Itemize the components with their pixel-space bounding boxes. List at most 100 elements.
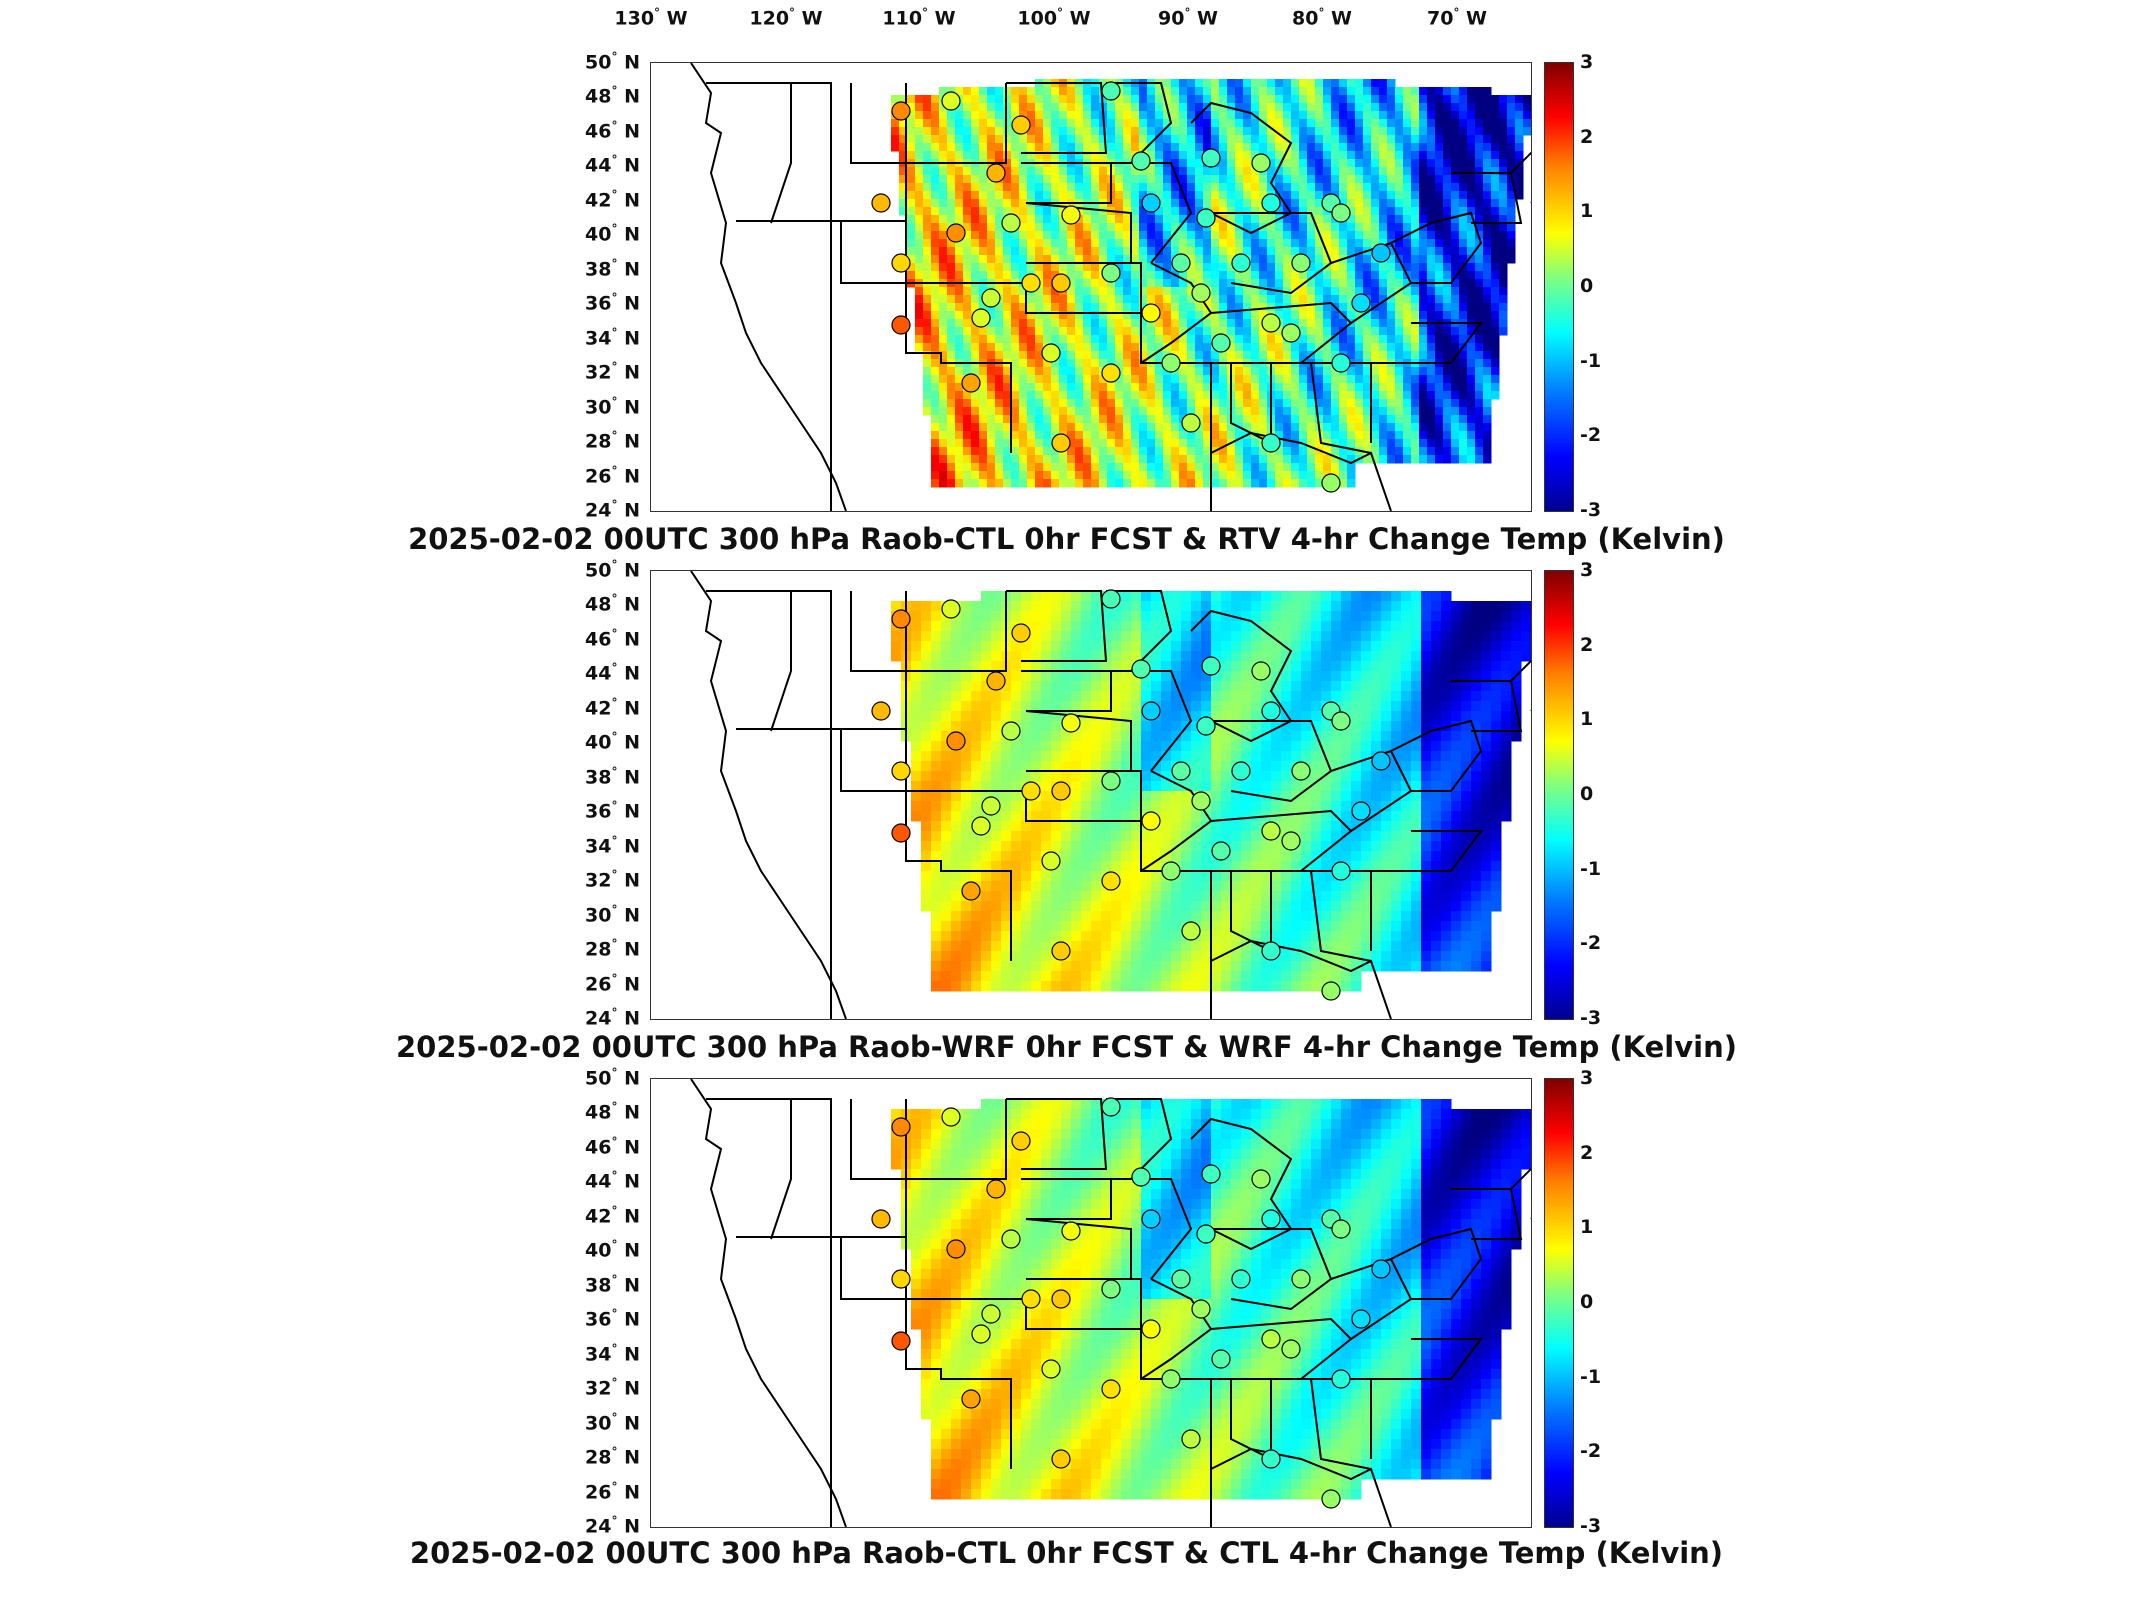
station-marker — [1331, 1369, 1351, 1389]
station-marker — [1201, 148, 1221, 168]
station-marker — [1371, 243, 1391, 263]
lat-tick-label: 40° N — [585, 730, 640, 754]
state-boundaries — [690, 1079, 1531, 1527]
station-marker — [1141, 1319, 1161, 1339]
station-marker — [1101, 1097, 1121, 1117]
station-marker — [1001, 721, 1021, 741]
station-marker — [1011, 1131, 1031, 1151]
station-marker — [891, 101, 911, 121]
station-marker — [941, 599, 961, 619]
station-marker — [1321, 1489, 1341, 1509]
lat-tick-label: 24° N — [585, 1006, 640, 1030]
station-marker — [1021, 273, 1041, 293]
colorbar-tick-label: 1 — [1580, 200, 1594, 223]
station-marker — [1101, 363, 1121, 383]
station-marker — [891, 761, 911, 781]
station-marker — [971, 816, 991, 836]
station-marker — [1211, 841, 1231, 861]
station-marker — [1131, 151, 1151, 171]
station-marker — [1281, 1339, 1301, 1359]
lat-tick-label: 24° N — [585, 498, 640, 522]
station-marker — [1051, 781, 1071, 801]
lat-tick-label: 50° N — [585, 558, 640, 582]
lat-tick-label: 26° N — [585, 971, 640, 995]
station-marker — [1051, 433, 1071, 453]
station-marker — [1181, 921, 1201, 941]
station-marker — [961, 373, 981, 393]
station-marker — [1051, 941, 1071, 961]
state-boundaries — [690, 571, 1531, 1019]
station-marker — [1291, 761, 1311, 781]
station-marker — [1211, 333, 1231, 353]
station-marker — [1161, 1369, 1181, 1389]
station-marker — [941, 1107, 961, 1127]
station-marker — [1261, 821, 1281, 841]
station-marker — [891, 609, 911, 629]
colorbar-tick-label: -3 — [1580, 499, 1602, 521]
lat-tick-label: 34° N — [585, 1341, 640, 1366]
station-marker — [1331, 1219, 1351, 1239]
colorbar-tick-label: 0 — [1580, 1291, 1594, 1313]
lat-tick-label: 38° N — [585, 1272, 640, 1297]
raob-stations — [871, 589, 1391, 1001]
temperature-map — [650, 1078, 1532, 1528]
colorbar-tick-label: -1 — [1580, 1365, 1602, 1388]
station-marker — [1196, 1224, 1216, 1244]
station-marker — [1051, 1449, 1071, 1469]
station-marker — [986, 671, 1006, 691]
station-marker — [1101, 771, 1121, 791]
station-marker — [891, 315, 911, 335]
lat-tick-label: 44° N — [585, 661, 640, 685]
colorbar-tick-label: -2 — [1580, 1440, 1602, 1463]
station-marker — [1101, 589, 1121, 609]
station-marker — [946, 1239, 966, 1259]
station-marker — [1011, 115, 1031, 135]
lat-tick-label: 32° N — [585, 868, 640, 892]
colorbar-tick-label: -2 — [1580, 424, 1602, 447]
station-marker — [1351, 801, 1371, 821]
station-marker — [1061, 205, 1081, 225]
station-marker — [1061, 1221, 1081, 1241]
station-marker — [1101, 871, 1121, 891]
colorbar-tick-label: -1 — [1580, 857, 1602, 880]
colorbar-tick-label: 0 — [1580, 783, 1594, 805]
station-marker — [1231, 1269, 1251, 1289]
lat-tick-label: 42° N — [585, 187, 640, 212]
station-marker — [1251, 153, 1271, 173]
lat-tick-label: 26° N — [585, 463, 640, 487]
station-marker — [946, 731, 966, 751]
state-boundaries — [690, 63, 1531, 511]
lat-tick-label: 48° N — [585, 84, 640, 108]
colorbar — [1544, 62, 1574, 512]
colorbar-tick-label: -3 — [1580, 1007, 1602, 1029]
station-marker — [1161, 861, 1181, 881]
station-marker — [981, 288, 1001, 308]
station-marker — [1001, 1229, 1021, 1249]
temperature-map — [650, 570, 1532, 1020]
station-marker — [1261, 313, 1281, 333]
station-marker — [1021, 1289, 1041, 1309]
station-marker — [1331, 711, 1351, 731]
station-marker — [1131, 659, 1151, 679]
station-marker — [1261, 701, 1281, 721]
station-marker — [1131, 1167, 1151, 1187]
station-marker — [1141, 303, 1161, 323]
colorbar — [1544, 1078, 1574, 1528]
station-marker — [1251, 661, 1271, 681]
station-marker — [1101, 81, 1121, 101]
colorbar-tick-label: -3 — [1580, 1515, 1602, 1537]
lat-tick-label: 30° N — [585, 394, 640, 418]
panel-title: 2025-02-02 00UTC 300 hPa Raob-WRF 0hr FC… — [395, 1030, 1737, 1064]
station-marker — [1101, 1379, 1121, 1399]
station-marker — [1141, 811, 1161, 831]
colorbar-tick-label: 2 — [1580, 1141, 1594, 1164]
lat-tick-label: 30° N — [585, 902, 640, 926]
station-marker — [1331, 203, 1351, 223]
lat-tick-label: 28° N — [585, 1445, 640, 1469]
colorbar-tick-label: 3 — [1580, 1067, 1594, 1089]
lon-tick-label: 110° W — [882, 6, 956, 30]
station-marker — [1171, 761, 1191, 781]
station-marker — [1196, 208, 1216, 228]
lat-tick-label: 24° N — [585, 1514, 640, 1538]
station-marker — [891, 253, 911, 273]
